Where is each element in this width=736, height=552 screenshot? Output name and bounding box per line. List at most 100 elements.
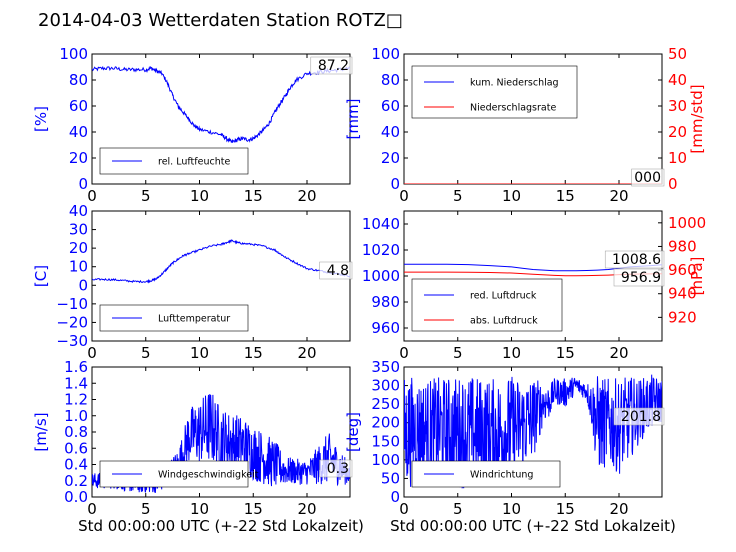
x-tick-label: 5 <box>453 344 463 362</box>
plot-lines <box>92 239 350 284</box>
y-axis-label: [deg] <box>344 412 362 452</box>
series-line-1 <box>404 374 662 489</box>
x-tick-label: 20 <box>609 187 628 205</box>
y-tick-label: 80 <box>381 71 400 89</box>
x-tick-label: 20 <box>609 500 628 518</box>
y-tick-label: 50 <box>381 469 400 487</box>
value-label: 4.8 <box>327 263 349 279</box>
y-tick-label: 350 <box>371 358 400 376</box>
y-tick-label: 0.2 <box>64 472 88 490</box>
y-tick-label: 300 <box>371 377 400 395</box>
series-line-1 <box>92 239 350 284</box>
y-tick-label: 1.2 <box>64 391 88 409</box>
value-label: 201.8 <box>621 409 661 425</box>
x-tick-label: 0 <box>87 344 97 362</box>
y-tick-label: −20 <box>56 313 88 331</box>
legend-box <box>411 65 578 119</box>
value-label-box <box>319 459 353 478</box>
y-tick-label: 0.4 <box>64 456 88 474</box>
legend-label: Windrichtung <box>470 470 533 481</box>
y-tick-label: 80 <box>69 71 88 89</box>
value-label-box <box>613 407 665 426</box>
y2-axis-label: [mm/std] <box>688 84 706 153</box>
y2-tick-label: 1000 <box>668 214 706 232</box>
y2-tick-label: 940 <box>668 285 697 303</box>
y-tick-label: 1000 <box>362 267 400 285</box>
y-tick-label: 100 <box>59 45 88 63</box>
legend-box <box>411 278 563 332</box>
y-axis-label: [C] <box>32 265 50 287</box>
x-tick-label: 15 <box>244 500 263 518</box>
y2-tick-label: 980 <box>668 237 697 255</box>
value-label-box <box>631 168 665 187</box>
x-tick-label: 5 <box>453 500 463 518</box>
x-tick-label: 0 <box>87 187 97 205</box>
y-tick-label: 20 <box>381 149 400 167</box>
y-tick-label: 200 <box>371 414 400 432</box>
x-tick-label: 10 <box>502 187 521 205</box>
x-axis-label: Std 00:00:00 UTC (+-22 Std Lokalzeit) <box>390 517 676 535</box>
x-tick-label: 15 <box>244 344 263 362</box>
y2-tick-label: 30 <box>668 97 687 115</box>
x-tick-label: 15 <box>244 187 263 205</box>
value-label: 956.9 <box>621 270 661 286</box>
x-tick-label: 0 <box>87 500 97 518</box>
x-tick-label: 10 <box>502 344 521 362</box>
p-temp: 0 5 10 15 20−30−20−10010203040[C]Lufttempera… <box>32 202 353 362</box>
y-tick-label: 0 <box>78 276 88 294</box>
x-tick-label: 20 <box>609 344 628 362</box>
y-tick-label: 40 <box>381 123 400 141</box>
y-tick-label: 30 <box>69 221 88 239</box>
x-tick-label: 0 <box>399 344 409 362</box>
x-tick-label: 15 <box>556 187 575 205</box>
value-label-box <box>310 56 353 75</box>
x-tick-label: 5 <box>141 187 151 205</box>
p-windspeed: 0 5 10 15 20 0.00.20.40.60.81.01.21.41.6 [m/s]… <box>32 358 364 535</box>
p-precip: 0 5 10 15 20 0 20 40 60 80 100 0 10 20 30 40 50 [mm] [mm/s… <box>344 45 706 205</box>
value-label: 0.3 <box>327 461 349 477</box>
y-tick-label: 100 <box>371 45 400 63</box>
y-tick-label: 60 <box>69 97 88 115</box>
x-tick-label: 5 <box>141 344 151 362</box>
value-label: 87.2 <box>318 58 349 74</box>
y2-tick-label: 960 <box>668 261 697 279</box>
x-axis-label: Std 00:00:00 UTC (+-22 Std Lokalzeit) <box>78 517 364 535</box>
legend-label: Windgeschwindigkeit <box>158 470 259 481</box>
series-line-1 <box>92 65 350 144</box>
x-tick-label: 15 <box>556 500 575 518</box>
legend-label: Niederschlagsrate <box>470 103 556 114</box>
y-tick-label: 100 <box>371 451 400 469</box>
y-tick-label: 1020 <box>362 241 400 259</box>
legend-label: abs. Luftdruck <box>470 316 538 327</box>
y2-tick-label: 10 <box>668 149 687 167</box>
y-tick-label: 960 <box>371 319 400 337</box>
y-tick-label: 0 <box>390 488 400 506</box>
y-tick-label: 20 <box>69 239 88 257</box>
p-pressure: 0 5 10 15 20 960 980 1000 1020 1040 920 940 960 980 10… <box>362 210 706 362</box>
p-humidity: 0 5 10 15 20 0 20 40 60 80 100 [%] rel. Luftfeuchte 8… <box>32 45 353 205</box>
y-axis-label: [m/s] <box>32 412 50 451</box>
plot-lines <box>404 374 662 489</box>
y-axis-label: [mm] <box>344 99 362 140</box>
y-tick-label: 980 <box>371 293 400 311</box>
y-tick-label: 1.0 <box>64 407 88 425</box>
plot-lines <box>92 65 350 144</box>
legend-label: Lufttemperatur <box>158 314 230 325</box>
y2-tick-label: 40 <box>668 71 687 89</box>
axes-frame <box>91 53 351 185</box>
value-label-box <box>319 261 353 280</box>
legend-label: rel. Luftfeuchte <box>158 157 230 168</box>
y-tick-label: −10 <box>56 295 88 313</box>
x-tick-label: 20 <box>297 187 316 205</box>
y-tick-label: 0.0 <box>64 488 88 506</box>
x-tick-label: 15 <box>556 344 575 362</box>
y-tick-label: 0 <box>390 175 400 193</box>
y2-axis-label: [hPa] <box>688 257 706 296</box>
y2-tick-label: 0 <box>668 175 678 193</box>
y-tick-label: 10 <box>69 258 88 276</box>
y2-tick-label: 50 <box>668 45 687 63</box>
legend-label: kum. Niederschlag <box>470 78 559 89</box>
value-label: 000 <box>634 170 661 186</box>
